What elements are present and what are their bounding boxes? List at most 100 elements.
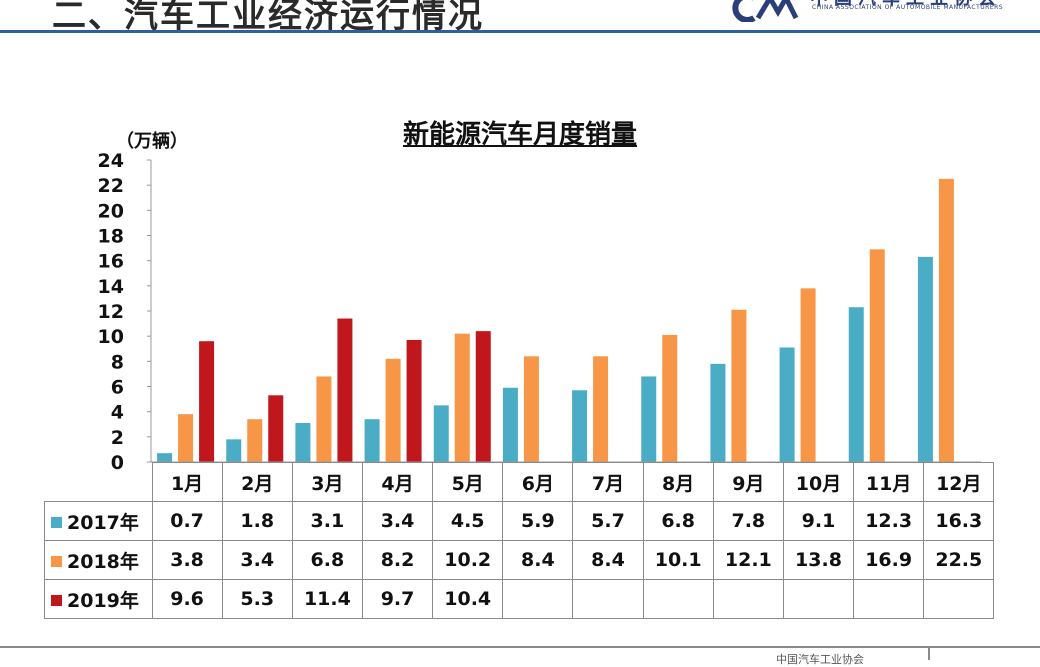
legend-label: 2019年: [67, 589, 139, 612]
data-label: 8.4: [572, 540, 644, 580]
legend-swatch: [51, 555, 62, 567]
data-label: 3.4: [361, 501, 434, 541]
bar-2018年-6月: [523, 356, 539, 462]
y-tick-label: 6: [111, 377, 124, 399]
bar-2018年-3月: [316, 376, 332, 462]
x-category-label: 6月: [502, 462, 574, 502]
y-tick-label: 2: [111, 427, 124, 449]
y-tick-label: 24: [98, 150, 124, 172]
bar-2019年-3月: [337, 318, 353, 462]
x-category-label: 12月: [923, 462, 995, 502]
table-row: 2018年 3.8 3.4 6.8 8.2 10.2 8.4 8.4 10.1 12.1 13.8 1…: [44, 540, 995, 580]
data-label: [642, 579, 714, 619]
data-table: 1月 2月 3月 4月 5月 6月 7月 8月 9月 10月 11月 12月 2017年 0.7 1.8 3.…: [44, 462, 995, 619]
x-category-label: 10月: [782, 462, 855, 502]
data-label: 7.8: [712, 501, 784, 541]
y-tick-label: 12: [98, 301, 124, 323]
data-label: 10.4: [432, 579, 504, 619]
y-tick-label: 14: [98, 276, 124, 298]
bar-2017年-1月: [157, 453, 173, 462]
data-label: 12.1: [712, 540, 784, 580]
y-axis-unit-label: （万辆）: [116, 131, 188, 152]
bar-2019年-5月: [475, 331, 491, 462]
bar-2019年-4月: [406, 339, 422, 462]
bar-2017年-10月: [779, 347, 795, 462]
slide-header: 二、汽车工业经济运行情况 中国汽车工业协会 CHINA ASSOCIATION …: [0, 0, 1040, 36]
bar-2018年-12月: [938, 178, 954, 462]
y-tick-label: 8: [111, 351, 124, 373]
data-label: 11.4: [291, 579, 363, 619]
bar-2018年-8月: [662, 334, 678, 462]
bar-2018年-7月: [593, 356, 609, 462]
y-tick-label: 20: [98, 200, 124, 222]
bar-2017年-12月: [917, 256, 933, 462]
x-category-label: 7月: [572, 462, 644, 502]
x-category-label: 1月: [151, 462, 223, 502]
legend-label: 2018年: [67, 550, 139, 573]
bar-2019年-1月: [199, 341, 215, 462]
header-divider: [0, 30, 1040, 33]
bar-2017年-9月: [710, 363, 726, 462]
bar-2017年-6月: [502, 387, 518, 462]
y-tick-label: 18: [98, 226, 124, 248]
bar-2017年-7月: [572, 390, 588, 462]
data-label: 3.4: [221, 540, 293, 580]
data-label: 8.4: [502, 540, 574, 580]
legend-swatch: [51, 516, 62, 528]
y-tick-label: 4: [111, 402, 124, 424]
x-category-label: 3月: [291, 462, 363, 502]
footer-separator: [928, 648, 930, 660]
y-tick-label: 22: [98, 175, 124, 197]
association-logo: 中国汽车工业协会 CHINA ASSOCIATION OF AUTOMOBILE…: [732, 0, 1032, 22]
legend-entry: 2019年: [44, 579, 153, 619]
data-label: 3.1: [291, 501, 363, 541]
table-corner-cell: [44, 462, 153, 502]
logo-english-name: CHINA ASSOCIATION OF AUTOMOBILE MANUFACT…: [812, 4, 1004, 11]
x-category-label: 5月: [432, 462, 504, 502]
data-label: [853, 579, 925, 619]
data-label: [502, 579, 574, 619]
chart-bars: [157, 178, 954, 462]
x-category-label: 4月: [361, 462, 434, 502]
data-label: 9.7: [361, 579, 434, 619]
data-label: 3.8: [151, 540, 223, 580]
data-label: 13.8: [782, 540, 855, 580]
data-label: 16.3: [923, 501, 995, 541]
data-label: [712, 579, 784, 619]
bar-2018年-9月: [731, 309, 747, 462]
data-label: 10.2: [432, 540, 504, 580]
data-label: 5.7: [572, 501, 644, 541]
bar-2017年-2月: [226, 439, 242, 462]
bar-2019年-2月: [268, 395, 284, 462]
data-label: 6.8: [642, 501, 714, 541]
bar-2018年-11月: [869, 249, 885, 462]
data-label: 5.9: [502, 501, 574, 541]
data-label: 9.6: [151, 579, 223, 619]
bar-2017年-3月: [295, 422, 311, 462]
data-label: 12.3: [853, 501, 925, 541]
bar-2017年-5月: [433, 405, 449, 462]
data-label: 1.8: [221, 501, 293, 541]
data-label: 22.5: [923, 540, 995, 580]
data-label: 9.1: [782, 501, 855, 541]
x-category-label: 11月: [853, 462, 925, 502]
table-header-row: 1月 2月 3月 4月 5月 6月 7月 8月 9月 10月 11月 12月: [44, 462, 995, 502]
footer-text: 中国汽车工业协会: [776, 653, 864, 666]
caam-logo-icon: [732, 0, 799, 22]
legend-label: 2017年: [67, 511, 139, 534]
bar-2018年-1月: [178, 414, 194, 462]
legend-swatch: [51, 594, 62, 606]
data-label: 8.2: [361, 540, 434, 580]
logo-chinese-name: 中国汽车工业协会: [810, 0, 1002, 10]
data-label: 10.1: [642, 540, 714, 580]
legend-entry: 2017年: [44, 501, 153, 541]
data-label: 0.7: [151, 501, 223, 541]
data-label: 4.5: [432, 501, 504, 541]
bar-2018年-4月: [385, 358, 401, 462]
chart-title: 新能源汽车月度销量: [402, 120, 637, 150]
bar-2018年-10月: [800, 288, 816, 462]
y-tick-label: 10: [98, 326, 124, 348]
bar-2017年-8月: [641, 376, 657, 462]
